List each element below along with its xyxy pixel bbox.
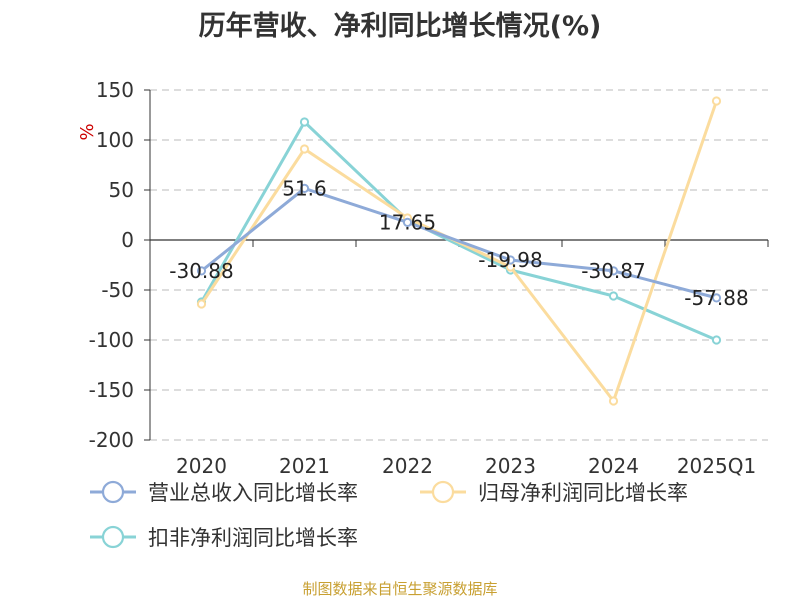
data-point <box>505 255 516 265</box>
data-point <box>608 266 619 276</box>
data-label: -19.98 <box>478 248 542 272</box>
legend-swatch-marker <box>431 480 455 504</box>
y-tick-label: 50 <box>109 178 134 202</box>
data-point <box>196 299 207 309</box>
legend-label: 归母净利润同比增长率 <box>478 481 688 505</box>
x-tick-label: 2023 <box>485 454 536 478</box>
data-label: 17.65 <box>379 210 436 234</box>
legend-swatch-marker <box>101 480 125 504</box>
series-lines <box>196 96 722 406</box>
legend-swatch-marker <box>101 525 125 549</box>
data-point <box>711 96 722 106</box>
axes: 150 100 50 0 -50 -100 -150 -200% 2020 2021 2022 202… <box>77 78 769 478</box>
y-tick-label: -200 <box>89 428 134 452</box>
data-label: -30.88 <box>169 259 233 283</box>
y-axis-unit-label: % <box>77 123 98 140</box>
x-tick-label: 2021 <box>279 454 330 478</box>
data-point <box>711 293 722 303</box>
x-tick-label: 2020 <box>176 454 227 478</box>
series-line <box>200 186 717 300</box>
data-point <box>196 266 207 276</box>
data-point <box>299 117 310 127</box>
y-tick-label: -50 <box>101 278 134 302</box>
data-label: -57.88 <box>684 286 748 310</box>
data-point <box>608 291 619 301</box>
legend-label: 营业总收入同比增长率 <box>148 481 358 505</box>
source-note: 制图数据来自恒生聚源数据库 <box>302 580 498 598</box>
y-tick-label: 100 <box>96 128 134 152</box>
series-line <box>200 120 718 342</box>
data-point <box>299 183 310 193</box>
data-point <box>299 144 310 154</box>
chart-title: 历年营收、净利同比增长情况(%) <box>198 11 602 42</box>
y-tick-label: 150 <box>96 78 134 102</box>
x-tick-label: 2024 <box>588 454 639 478</box>
data-point <box>711 335 722 345</box>
data-point <box>608 396 619 406</box>
series-line <box>200 100 718 403</box>
data-point <box>402 217 413 227</box>
gridlines <box>150 89 768 441</box>
legend-label: 扣非净利润同比增长率 <box>148 526 358 550</box>
data-label: 51.6 <box>282 176 327 200</box>
x-tick-label: 2025Q1 <box>677 454 756 478</box>
y-tick-label: -100 <box>89 328 134 352</box>
y-tick-label: 0 <box>121 228 134 252</box>
data-labels: -30.88 51.6 17.65 -19.98 -30.87 -57.88 <box>169 176 748 309</box>
data-label: -30.87 <box>581 259 645 283</box>
x-tick-label: 2022 <box>382 454 433 478</box>
y-tick-label: -150 <box>89 378 134 402</box>
